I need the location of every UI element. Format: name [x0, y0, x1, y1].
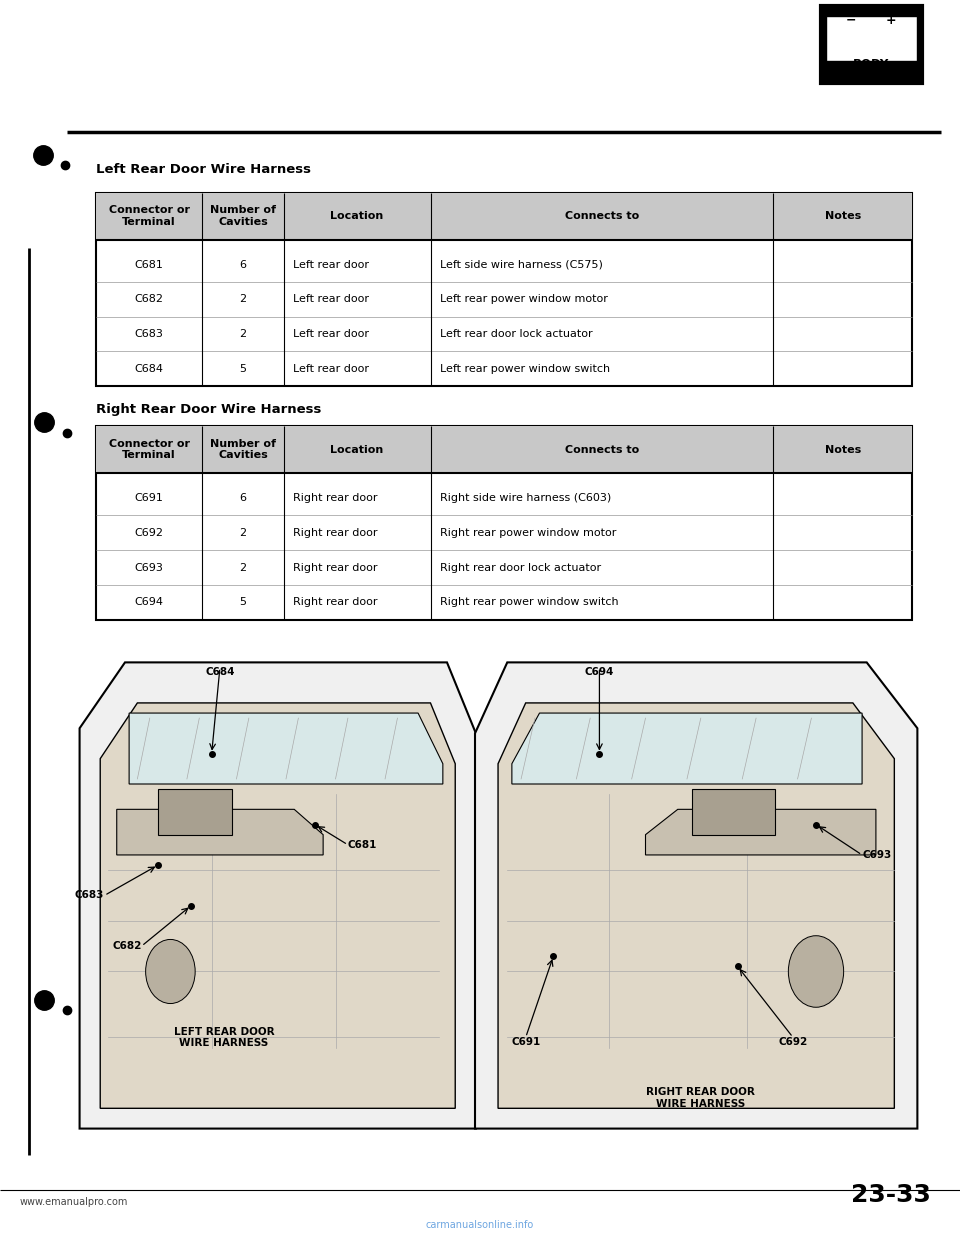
Bar — [158, 789, 232, 835]
Circle shape — [146, 939, 195, 1004]
Polygon shape — [129, 713, 443, 784]
Text: C692: C692 — [779, 1037, 807, 1047]
Text: Right rear door: Right rear door — [294, 493, 378, 503]
Text: 6: 6 — [239, 260, 247, 270]
Text: Left rear door: Left rear door — [294, 294, 370, 304]
Text: C682: C682 — [134, 294, 163, 304]
Text: Connects to: Connects to — [564, 445, 639, 455]
Text: Right rear door: Right rear door — [294, 563, 378, 573]
Text: LEFT REAR DOOR
WIRE HARNESS: LEFT REAR DOOR WIRE HARNESS — [174, 1027, 275, 1048]
Text: 5: 5 — [239, 597, 247, 607]
Text: Connector or
Terminal: Connector or Terminal — [108, 438, 189, 461]
Text: C693: C693 — [862, 850, 891, 859]
Text: Right rear door: Right rear door — [294, 597, 378, 607]
Text: Right side wire harness (C603): Right side wire harness (C603) — [440, 493, 612, 503]
Text: 2: 2 — [239, 563, 247, 573]
Text: Connector or
Terminal: Connector or Terminal — [108, 205, 189, 227]
Bar — [691, 789, 775, 835]
Text: C694: C694 — [585, 667, 614, 677]
Text: 2: 2 — [239, 528, 247, 538]
Text: C694: C694 — [134, 597, 163, 607]
Text: C691: C691 — [511, 1037, 540, 1047]
Text: Right rear door: Right rear door — [294, 528, 378, 538]
Text: Left rear door: Left rear door — [294, 329, 370, 339]
Text: Right rear power window switch: Right rear power window switch — [440, 597, 619, 607]
Text: Left rear power window switch: Left rear power window switch — [440, 364, 611, 374]
Bar — [821, 6, 922, 83]
Text: C684: C684 — [205, 667, 234, 677]
Text: Left side wire harness (C575): Left side wire harness (C575) — [440, 260, 603, 270]
Text: C682: C682 — [112, 941, 141, 951]
Text: 23-33: 23-33 — [852, 1184, 931, 1207]
Text: Left rear door: Left rear door — [294, 260, 370, 270]
Text: C693: C693 — [134, 563, 163, 573]
Text: www.emanualpro.com: www.emanualpro.com — [19, 1197, 128, 1207]
Text: Notes: Notes — [825, 211, 861, 221]
Text: Right rear power window motor: Right rear power window motor — [440, 528, 616, 538]
Text: C681: C681 — [348, 840, 377, 850]
Text: 2: 2 — [239, 329, 247, 339]
Polygon shape — [100, 703, 455, 1108]
Text: Connects to: Connects to — [564, 211, 639, 221]
Text: Location: Location — [330, 445, 384, 455]
Text: BODY: BODY — [853, 58, 889, 71]
Text: C684: C684 — [134, 364, 163, 374]
Text: +: + — [886, 14, 897, 26]
Text: 5: 5 — [239, 364, 247, 374]
Text: Left rear power window motor: Left rear power window motor — [440, 294, 608, 304]
Polygon shape — [512, 713, 862, 784]
Text: 2: 2 — [239, 294, 247, 304]
Text: 6: 6 — [239, 493, 247, 503]
Text: C681: C681 — [134, 260, 163, 270]
Text: Location: Location — [330, 211, 384, 221]
Bar — [96, 193, 912, 386]
Bar — [96, 193, 912, 240]
Text: −: − — [846, 14, 856, 26]
Polygon shape — [475, 662, 918, 1129]
Text: carmanualsonline.info: carmanualsonline.info — [426, 1220, 534, 1230]
Text: C691: C691 — [134, 493, 163, 503]
Polygon shape — [80, 662, 476, 1129]
Polygon shape — [117, 810, 324, 854]
Text: Left rear door: Left rear door — [294, 364, 370, 374]
Circle shape — [788, 935, 844, 1007]
Text: C683: C683 — [134, 329, 163, 339]
Text: RIGHT REAR DOOR
WIRE HARNESS: RIGHT REAR DOOR WIRE HARNESS — [646, 1088, 756, 1109]
Text: C683: C683 — [75, 891, 105, 900]
Text: C692: C692 — [134, 528, 163, 538]
Text: Right Rear Door Wire Harness: Right Rear Door Wire Harness — [96, 404, 322, 416]
Bar — [826, 16, 917, 61]
Text: Left Rear Door Wire Harness: Left Rear Door Wire Harness — [96, 164, 311, 176]
Text: Left rear door lock actuator: Left rear door lock actuator — [440, 329, 592, 339]
Bar — [96, 426, 912, 473]
Text: Notes: Notes — [825, 445, 861, 455]
Text: Number of
Cavities: Number of Cavities — [210, 205, 276, 227]
Polygon shape — [498, 703, 895, 1108]
Text: Right rear door lock actuator: Right rear door lock actuator — [440, 563, 601, 573]
Polygon shape — [645, 810, 876, 854]
Text: Number of
Cavities: Number of Cavities — [210, 438, 276, 461]
Bar — [96, 426, 912, 620]
